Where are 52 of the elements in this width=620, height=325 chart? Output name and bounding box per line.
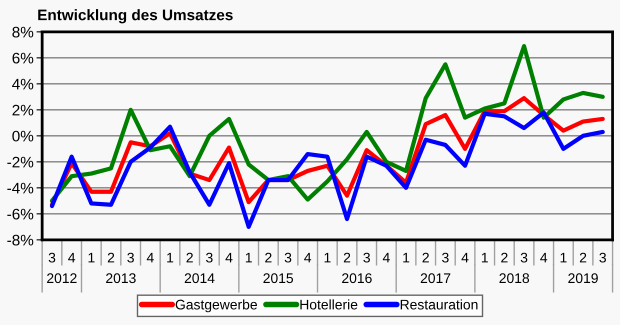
legend-label: Restauration (400, 299, 478, 310)
x-tick-label: 4 (146, 252, 154, 262)
legend-label: Gastgewerbe (176, 299, 257, 312)
text: 2018 (499, 273, 530, 284)
x-tick-label: 3 (48, 252, 56, 263)
x-tick-label: 3 (442, 252, 449, 263)
x-tick-label: 1 (88, 252, 95, 262)
text: 2015 (263, 273, 294, 284)
text: 2014 (184, 273, 215, 284)
x-tick-label: 2 (265, 252, 272, 262)
line-series (50, 110, 605, 229)
line-series (50, 44, 605, 203)
text: 2016 (342, 273, 372, 284)
text: 2017 (420, 273, 450, 284)
x-tick-label: 2 (344, 252, 350, 262)
y-tick-label: -6% (7, 208, 34, 220)
x-tick-label: 4 (462, 252, 468, 262)
x-tick-label: 3 (284, 252, 292, 263)
text: 2013 (106, 273, 136, 284)
y-tick-label: 6% (12, 52, 34, 64)
x-tick-label: 3 (206, 252, 213, 263)
x-tick-label: 1 (324, 252, 331, 262)
y-tick-label: 8% (12, 26, 34, 38)
x-tick-label: 2 (422, 252, 429, 262)
text: 2012 (47, 273, 77, 284)
x-tick-label: 4 (304, 252, 312, 262)
y-tick-label: 2% (12, 104, 34, 116)
x-tick-label: 2 (186, 252, 193, 262)
x-tick-label: 3 (363, 252, 370, 263)
x-tick-label: 1 (560, 252, 567, 262)
text: 2019 (568, 273, 598, 284)
legend-label: Hotellerie (300, 299, 358, 310)
x-tick-label: 2 (580, 252, 586, 262)
x-tick-label: 3 (520, 252, 528, 263)
x-tick-label: 1 (167, 252, 174, 262)
y-tick-label: -4% (7, 182, 34, 194)
x-tick-label: 4 (68, 252, 76, 262)
x-tick-label: 4 (382, 252, 390, 262)
x-tick-label: 3 (127, 252, 134, 263)
x-tick-label: 1 (482, 252, 488, 262)
x-tick-label: 1 (403, 252, 410, 262)
x-tick-label: 2 (108, 252, 114, 262)
x-tick-label: 2 (501, 252, 508, 262)
chart-title: Entwicklung des Umsatzes (38, 9, 233, 24)
y-tick-label: -8% (7, 234, 34, 246)
x-tick-label: 4 (540, 252, 548, 262)
x-tick-label: 3 (599, 252, 606, 263)
x-tick-label: 1 (246, 252, 252, 262)
x-tick-label: 4 (225, 252, 232, 262)
y-tick-label: 0% (12, 130, 34, 142)
y-tick-label: -2% (7, 156, 34, 168)
y-tick-label: 4% (12, 78, 34, 90)
